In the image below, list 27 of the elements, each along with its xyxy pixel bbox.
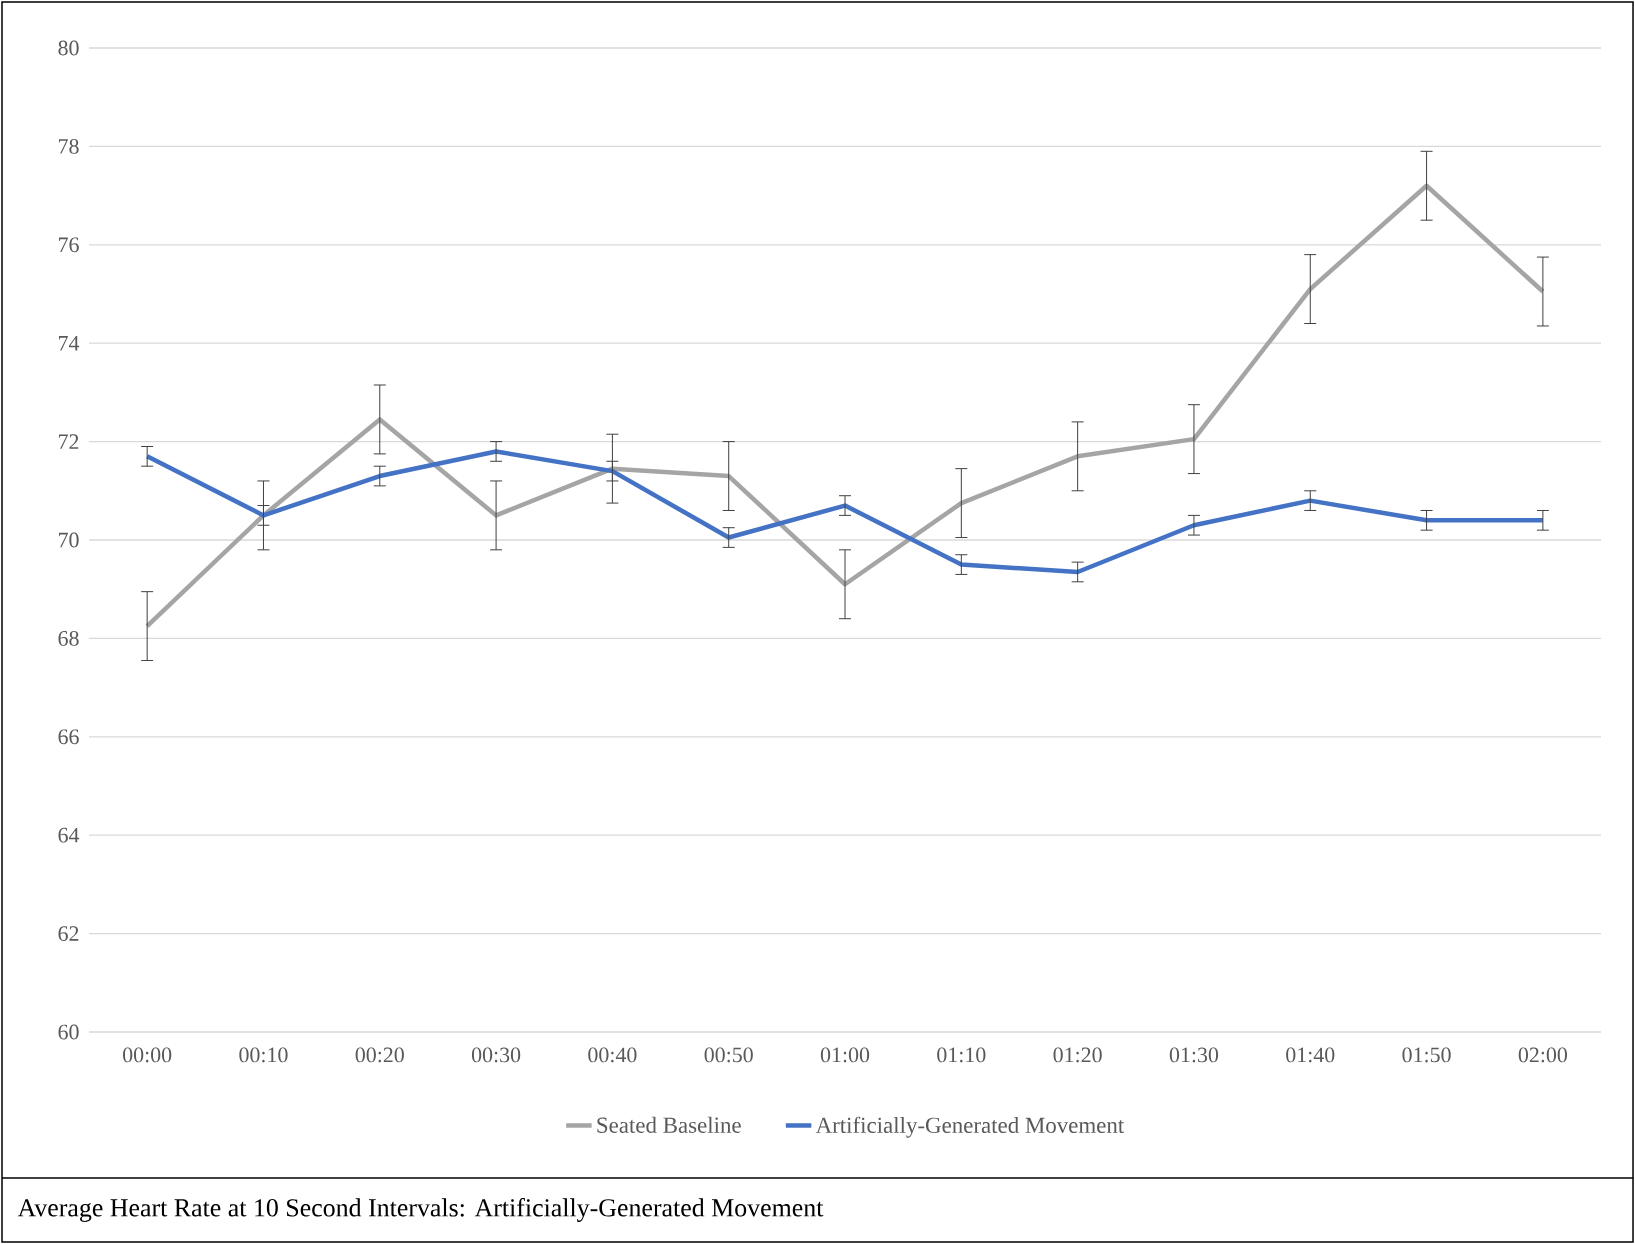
y-tick-label: 72 bbox=[59, 434, 79, 449]
x-tick-label: 00:30 bbox=[471, 1047, 521, 1063]
legend-label: Artificially-Generated Movement bbox=[815, 1116, 1125, 1138]
y-tick-label: 80 bbox=[58, 40, 79, 56]
x-tick-label: 01:30 bbox=[1169, 1047, 1219, 1063]
x-tick-label: 01:40 bbox=[1286, 1047, 1335, 1063]
y-tick-label: 62 bbox=[58, 926, 79, 941]
y-tick-label: 70 bbox=[59, 532, 79, 548]
x-tick-label: 01:50 bbox=[1402, 1047, 1451, 1063]
y-tick-label: 78 bbox=[59, 138, 79, 154]
legend-label: Seated Baseline bbox=[597, 1116, 741, 1133]
x-tick-label: 00:40 bbox=[588, 1047, 637, 1063]
y-tick-label: 76 bbox=[59, 237, 79, 253]
x-tick-label: 01:00 bbox=[820, 1047, 870, 1063]
x-tick-label: 01:20 bbox=[1053, 1047, 1102, 1063]
x-tick-label: 00:50 bbox=[704, 1047, 753, 1063]
x-tick-label: 00:10 bbox=[239, 1047, 288, 1063]
text: Average Heart Rate at 10 Second Intervals: Artificially-Generated Movement bbox=[17, 1198, 824, 1222]
y-tick-label: 64 bbox=[58, 827, 80, 843]
y-tick-label: 74 bbox=[59, 335, 80, 351]
x-tick-label: 00:20 bbox=[355, 1047, 404, 1063]
x-tick-label: 01:10 bbox=[937, 1047, 986, 1063]
y-tick-label: 68 bbox=[58, 630, 79, 646]
x-tick-label: 02:00 bbox=[1518, 1047, 1568, 1063]
x-tick-label: 00:00 bbox=[123, 1047, 172, 1063]
y-tick-label: 60 bbox=[58, 1024, 79, 1040]
y-tick-label: 66 bbox=[58, 729, 79, 745]
